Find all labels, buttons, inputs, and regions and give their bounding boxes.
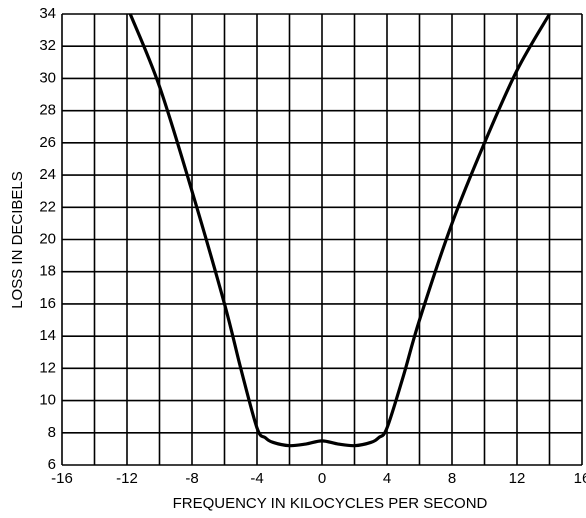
- x-tick-label: -16: [51, 470, 73, 487]
- y-tick-label: 16: [39, 295, 56, 312]
- data-line: [128, 13, 551, 448]
- x-tick-label: 12: [509, 470, 526, 487]
- y-tick-label: 14: [39, 327, 56, 344]
- x-tick-label: 4: [383, 470, 391, 487]
- y-tick-label: 34: [39, 5, 56, 22]
- x-tick-label: -4: [250, 470, 263, 487]
- y-tick-label: 22: [39, 198, 56, 215]
- y-tick-label: 24: [39, 166, 56, 183]
- y-tick-label: 20: [39, 230, 56, 247]
- y-tick-label: 10: [39, 392, 56, 409]
- x-tick-label: 8: [448, 470, 456, 487]
- y-tick-label: 18: [39, 263, 56, 280]
- y-tick-label: 32: [39, 37, 56, 54]
- x-tick-label: 16: [574, 470, 586, 487]
- x-axis-label: FREQUENCY IN KILOCYCLES PER SECOND: [173, 495, 488, 512]
- y-tick-label: 6: [48, 456, 56, 473]
- y-tick-label: 30: [39, 69, 56, 86]
- x-tick-label: -12: [116, 470, 138, 487]
- y-tick-label: 28: [39, 102, 56, 119]
- y-axis-label: LOSS IN DECIBELS: [9, 171, 26, 309]
- x-tick-label: -8: [185, 470, 198, 487]
- y-tick-label: 12: [39, 359, 56, 376]
- y-tick-label: 8: [48, 424, 56, 441]
- x-tick-label: 0: [318, 470, 326, 487]
- y-tick-label: 26: [39, 134, 56, 151]
